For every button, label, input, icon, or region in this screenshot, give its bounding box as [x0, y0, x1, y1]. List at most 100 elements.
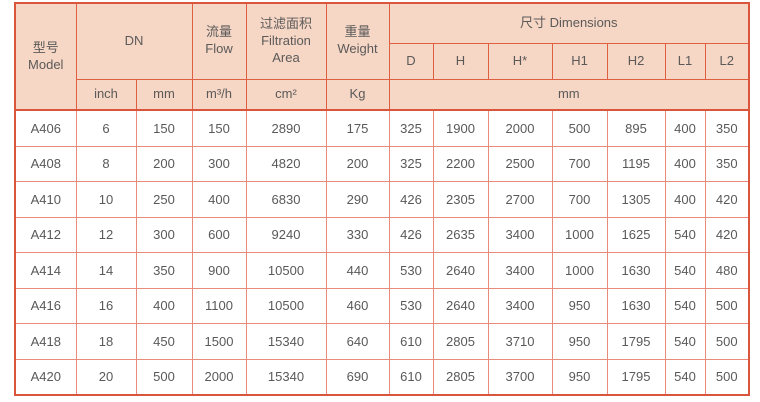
header-dim-hstar: H* [487, 42, 553, 80]
value-cell: 400 [664, 181, 706, 218]
header-dim-h: H [432, 42, 489, 80]
value-cell: 9240 [245, 216, 327, 253]
header-dim-l2: L2 [704, 42, 750, 80]
value-cell: 400 [191, 181, 247, 218]
value-cell: 1795 [606, 358, 666, 396]
value-cell: 500 [704, 323, 750, 360]
model-cell: A416 [14, 287, 77, 324]
value-cell: 3400 [487, 252, 553, 289]
value-cell: 500 [704, 358, 750, 396]
value-cell: 400 [664, 145, 706, 182]
value-cell: 175 [325, 109, 390, 147]
header-dim-h2: H2 [606, 42, 666, 80]
value-cell: 2640 [432, 287, 489, 324]
value-cell: 150 [135, 109, 193, 147]
value-cell: 14 [75, 252, 137, 289]
value-cell: 500 [135, 358, 193, 396]
value-cell: 350 [135, 252, 193, 289]
unit-mm: mm [135, 78, 193, 111]
value-cell: 150 [191, 109, 247, 147]
table-header: 型号 Model DN 流量 Flow 过滤面积 Filtration Area… [14, 2, 750, 111]
model-cell: A412 [14, 216, 77, 253]
header-flow: 流量 Flow [191, 2, 247, 80]
value-cell: 950 [551, 358, 608, 396]
header-row-2: D H H* H1 H2 L1 L2 [15, 42, 750, 80]
unit-flow: m³/h [191, 78, 247, 111]
value-cell: 2000 [487, 109, 553, 147]
value-cell: 400 [664, 109, 706, 147]
value-cell: 6 [75, 109, 137, 147]
value-cell: 3400 [487, 287, 553, 324]
table-row: A418 18 450 1500 15340 640 610 2805 3710… [14, 323, 750, 360]
value-cell: 540 [664, 323, 706, 360]
value-cell: 460 [325, 287, 390, 324]
value-cell: 8 [75, 145, 137, 182]
value-cell: 1795 [606, 323, 666, 360]
value-cell: 2805 [432, 358, 489, 396]
value-cell: 950 [551, 287, 608, 324]
value-cell: 610 [388, 358, 434, 396]
value-cell: 1630 [606, 252, 666, 289]
value-cell: 610 [388, 323, 434, 360]
value-cell: 420 [704, 181, 750, 218]
value-cell: 250 [135, 181, 193, 218]
value-cell: 1195 [606, 145, 666, 182]
table-row: A416 16 400 1100 10500 460 530 2640 3400… [14, 287, 750, 324]
table-body: A406 6 150 150 2890 175 325 1900 2000 50… [14, 109, 750, 396]
model-cell: A414 [14, 252, 77, 289]
value-cell: 700 [551, 181, 608, 218]
value-cell: 325 [388, 109, 434, 147]
value-cell: 440 [325, 252, 390, 289]
table-row: A420 20 500 2000 15340 690 610 2805 3700… [14, 358, 750, 396]
value-cell: 3710 [487, 323, 553, 360]
value-cell: 2890 [245, 109, 327, 147]
value-cell: 15340 [245, 323, 327, 360]
model-cell: A420 [14, 358, 77, 396]
header-row-1: 型号 Model DN 流量 Flow 过滤面积 Filtration Area… [14, 2, 750, 111]
value-cell: 420 [704, 216, 750, 253]
value-cell: 1900 [432, 109, 489, 147]
value-cell: 530 [388, 252, 434, 289]
value-cell: 690 [325, 358, 390, 396]
value-cell: 15340 [245, 358, 327, 396]
table-row: A414 14 350 900 10500 440 530 2640 3400 … [14, 252, 750, 289]
value-cell: 2000 [191, 358, 247, 396]
value-cell: 1305 [606, 181, 666, 218]
value-cell: 12 [75, 216, 137, 253]
header-dim-l1: L1 [664, 42, 706, 80]
model-cell: A410 [14, 181, 77, 218]
value-cell: 2200 [432, 145, 489, 182]
value-cell: 200 [325, 145, 390, 182]
value-cell: 500 [551, 109, 608, 147]
value-cell: 530 [388, 287, 434, 324]
value-cell: 426 [388, 216, 434, 253]
value-cell: 290 [325, 181, 390, 218]
table-row: A406 6 150 150 2890 175 325 1900 2000 50… [14, 109, 750, 147]
header-model: 型号 Model [14, 2, 77, 111]
value-cell: 325 [388, 145, 434, 182]
value-cell: 2700 [487, 181, 553, 218]
header-row-units: inch mm m³/h cm² Kg mm [15, 78, 750, 111]
value-cell: 300 [135, 216, 193, 253]
table-row: A408 8 200 300 4820 200 325 2200 2500 70… [14, 145, 750, 182]
value-cell: 426 [388, 181, 434, 218]
model-cell: A406 [14, 109, 77, 147]
value-cell: 500 [704, 287, 750, 324]
value-cell: 480 [704, 252, 750, 289]
value-cell: 4820 [245, 145, 327, 182]
value-cell: 540 [664, 252, 706, 289]
model-cell: A418 [14, 323, 77, 360]
value-cell: 200 [135, 145, 193, 182]
value-cell: 300 [191, 145, 247, 182]
value-cell: 950 [551, 323, 608, 360]
value-cell: 900 [191, 252, 247, 289]
unit-dimensions: mm [388, 78, 750, 111]
value-cell: 3700 [487, 358, 553, 396]
header-dimensions: 尺寸 Dimensions [388, 2, 750, 44]
value-cell: 1625 [606, 216, 666, 253]
value-cell: 2635 [432, 216, 489, 253]
value-cell: 2500 [487, 145, 553, 182]
value-cell: 540 [664, 216, 706, 253]
spec-table: 型号 Model DN 流量 Flow 过滤面积 Filtration Area… [14, 2, 751, 396]
